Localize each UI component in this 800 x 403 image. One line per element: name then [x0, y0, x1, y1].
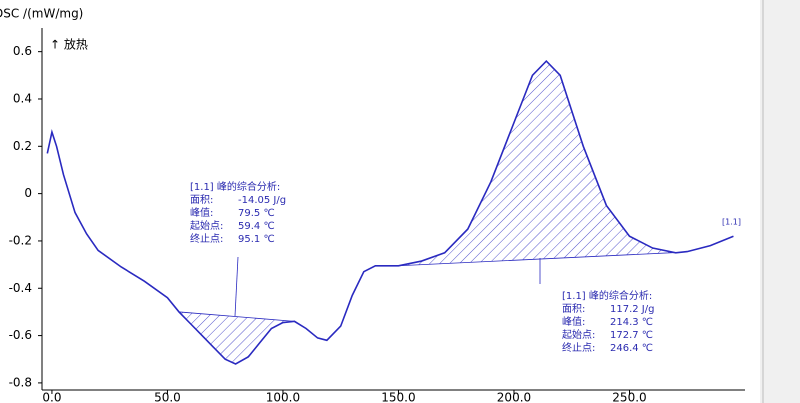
annotation-label: [1.1] 峰的综合分析: — [562, 289, 652, 302]
annotation-label: 终止点: — [562, 341, 595, 354]
y-tick-label: 0 — [24, 186, 32, 200]
peak-area — [398, 60, 681, 267]
annotation-value: 214.3 ℃ — [610, 317, 653, 328]
peak-area — [177, 311, 295, 365]
y-tick-label: -0.6 — [9, 328, 32, 342]
leader-line — [234, 256, 239, 317]
annotation-label: 峰值: — [190, 206, 213, 219]
y-tick-label: 0.2 — [13, 139, 32, 153]
y-tick-label: -0.4 — [9, 281, 32, 295]
annotation-value: 172.7 ℃ — [610, 330, 653, 341]
annotation-value: 79.5 ℃ — [238, 208, 275, 219]
annotation-value: 95.1 ℃ — [238, 234, 275, 245]
annotation-value: 117.2 J/g — [610, 304, 654, 315]
direction-label: ↑ 放热 — [50, 37, 88, 52]
x-tick-label: 50.0 — [154, 391, 181, 403]
annotation-label: 面积: — [190, 194, 213, 206]
side-panel — [760, 0, 800, 403]
curve-label: [1.1] — [722, 218, 741, 227]
annotation-label: 起始点: — [190, 219, 223, 232]
annotation-label: [1.1] 峰的综合分析: — [190, 180, 280, 193]
x-tick-label: 0.0 — [42, 391, 61, 403]
x-tick-label: 150.0 — [381, 391, 415, 403]
x-tick-label: 200.0 — [497, 391, 531, 403]
y-axis-label: DSC /(mW/mg) — [0, 7, 83, 21]
x-tick-label: 100.0 — [266, 391, 300, 403]
y-tick-label: -0.2 — [9, 233, 32, 247]
annotation-label: 峰值: — [562, 315, 585, 328]
dsc-curve — [46, 59, 734, 365]
annotation-value: -14.05 J/g — [238, 195, 286, 206]
annotation-label: 终止点: — [190, 232, 223, 245]
annotation-label: 面积: — [562, 303, 585, 315]
y-tick-label: 0.4 — [13, 91, 32, 105]
y-tick-label: -0.8 — [9, 375, 32, 389]
y-tick-label: 0.6 — [13, 44, 32, 58]
annotation-value: 59.4 ℃ — [238, 221, 275, 232]
annotation-value: 246.4 ℃ — [610, 343, 653, 354]
x-tick-label: 250.0 — [612, 391, 646, 403]
annotation-label: 起始点: — [562, 328, 595, 341]
